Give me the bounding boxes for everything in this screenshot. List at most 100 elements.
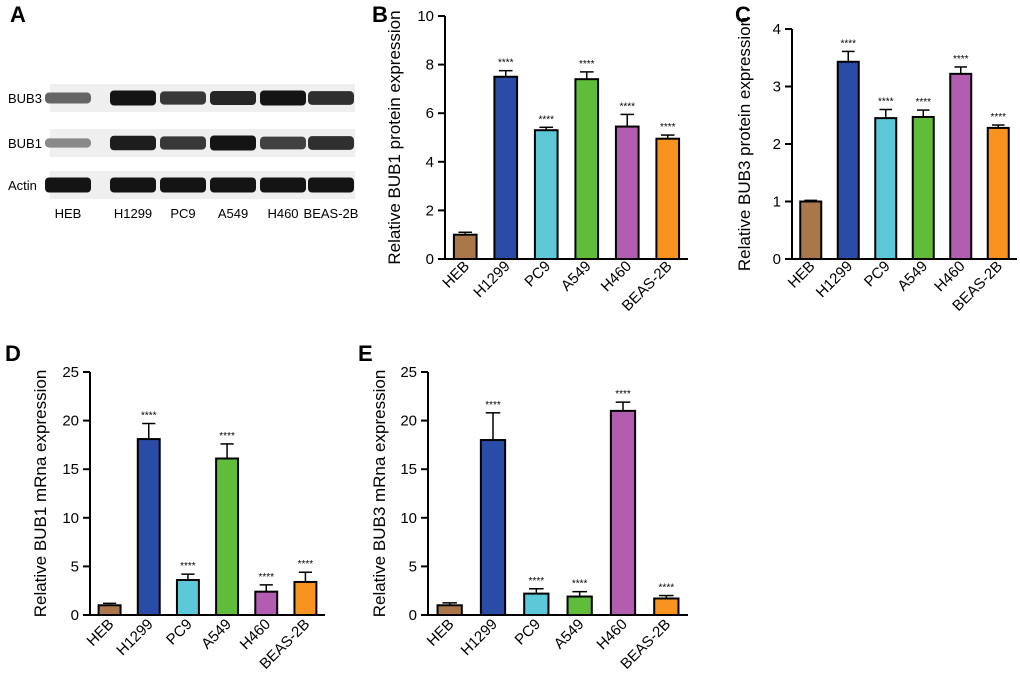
bar-beas-2b — [293, 580, 318, 617]
blot-band — [160, 91, 206, 105]
y-tick-label: 0 — [71, 607, 79, 624]
panel-label-d: D — [5, 341, 21, 366]
x-tick-label: H460 — [593, 616, 630, 653]
bar-h1299 — [493, 75, 519, 260]
blot-lane-label: H460 — [267, 206, 298, 221]
bar-chart-b: B 0 2 4 6 8 10 Relative BUB1 protein expression… — [372, 2, 688, 315]
x-tick-label: PC9 — [861, 258, 894, 291]
y-axis-label: Relative BUB1 mRna expression — [31, 370, 50, 618]
panel-label-b: B — [372, 2, 388, 27]
blot-band — [210, 177, 256, 193]
x-tick-label: A549 — [551, 616, 588, 653]
bar-pc9 — [175, 579, 200, 616]
panel-label-e: E — [358, 341, 373, 366]
significance-label: **** — [619, 101, 635, 112]
y-tick-label: 0 — [426, 251, 434, 268]
blot-band — [210, 90, 256, 106]
significance-label: **** — [538, 114, 554, 125]
bar-pc9 — [523, 592, 550, 617]
x-tick-label: A549 — [198, 616, 235, 653]
bar-h1299 — [836, 60, 860, 261]
blot-lane-label: A549 — [218, 206, 248, 221]
bar-h460 — [254, 590, 279, 616]
x-tick-label: H1299 — [113, 616, 156, 659]
bar-a549 — [566, 595, 593, 616]
significance-label: **** — [579, 59, 595, 70]
blot-band — [45, 92, 91, 104]
significance-label: **** — [219, 431, 235, 442]
x-tick-label: A549 — [558, 258, 595, 295]
y-axis-label: Relative BUB3 protein expression — [735, 17, 754, 271]
bar-beas-2b — [655, 137, 681, 260]
blot-row-label: Actin — [8, 178, 37, 193]
x-tick-label: H1299 — [813, 258, 856, 301]
blot-lane-label: BEAS-2B — [304, 206, 359, 221]
y-tick-label: 10 — [400, 510, 417, 527]
significance-label: **** — [915, 97, 931, 108]
y-tick-label: 15 — [62, 461, 79, 478]
bar-heb — [799, 200, 823, 260]
bar-a549 — [215, 457, 240, 616]
blot-band — [210, 135, 256, 151]
significance-label: **** — [659, 583, 675, 594]
x-tick-label: HEB — [84, 616, 118, 650]
significance-label: **** — [498, 58, 514, 69]
blot-band — [45, 138, 91, 148]
x-tick-label: A549 — [894, 258, 931, 295]
bar-chart-c: C 0 1 2 3 4 Relative BUB3 protein expression HE… — [735, 2, 1017, 315]
bar-h1299 — [479, 439, 507, 617]
bar-h460 — [614, 125, 640, 260]
significance-label: **** — [572, 579, 588, 590]
x-tick-label: H1299 — [458, 616, 501, 659]
bar-heb — [452, 233, 478, 260]
bar-a549 — [911, 115, 935, 260]
bar-heb — [436, 604, 463, 617]
bar-beas-2b — [986, 126, 1010, 261]
y-tick-label: 0 — [409, 607, 417, 624]
y-axis-label: Relative BUB3 mRna expression — [370, 370, 389, 618]
significance-label: **** — [615, 389, 631, 400]
significance-label: **** — [298, 559, 314, 570]
significance-label: **** — [990, 112, 1006, 123]
blot-lane-label: HEB — [55, 206, 82, 221]
significance-label: **** — [953, 54, 969, 65]
blot-band — [160, 136, 206, 150]
x-tick-label: H1299 — [470, 258, 513, 301]
blot-band — [110, 177, 156, 193]
x-tick-label: PC9 — [512, 616, 545, 649]
blot-row-label: BUB1 — [8, 136, 42, 151]
bar-pc9 — [874, 117, 898, 260]
y-tick-label: 5 — [409, 558, 417, 575]
y-tick-label: 8 — [426, 57, 434, 74]
blot-band — [308, 136, 354, 150]
bar-pc9 — [533, 129, 559, 260]
western-blot-panel: A BUB3 BUB1 Actin HEB H1299 PC9 A549 H460 BEAS-… — [8, 2, 358, 221]
panel-label-a: A — [10, 2, 26, 27]
blot-lane-label: PC9 — [170, 206, 195, 221]
significance-label: **** — [660, 122, 676, 133]
bar-chart-e: E 0 5 10 15 20 25 Relative BUB3 mRna expression… — [358, 341, 688, 673]
x-tick-label: PC9 — [163, 616, 196, 649]
blot-band — [160, 177, 206, 193]
x-tick-label: HEB — [785, 258, 819, 292]
bar-h460 — [609, 409, 637, 616]
significance-label: **** — [141, 411, 157, 422]
y-tick-label: 6 — [426, 105, 434, 122]
y-tick-label: 5 — [71, 558, 79, 575]
y-tick-label: 1 — [773, 194, 781, 211]
y-tick-label: 25 — [400, 364, 417, 381]
bar-a549 — [574, 78, 600, 261]
blot-band — [110, 135, 156, 151]
y-tick-label: 20 — [62, 413, 79, 430]
y-tick-label: 20 — [400, 413, 417, 430]
bar-h460 — [949, 72, 973, 260]
blot-band — [45, 177, 91, 193]
x-tick-label: HEB — [424, 616, 458, 650]
y-tick-label: 15 — [400, 461, 417, 478]
y-tick-label: 10 — [62, 510, 79, 527]
y-axis-label: Relative BUB1 protein expression — [385, 10, 404, 264]
panel-label-c: C — [735, 2, 751, 27]
significance-label: **** — [878, 97, 894, 108]
significance-label: **** — [840, 38, 856, 49]
y-tick-label: 2 — [426, 202, 434, 219]
